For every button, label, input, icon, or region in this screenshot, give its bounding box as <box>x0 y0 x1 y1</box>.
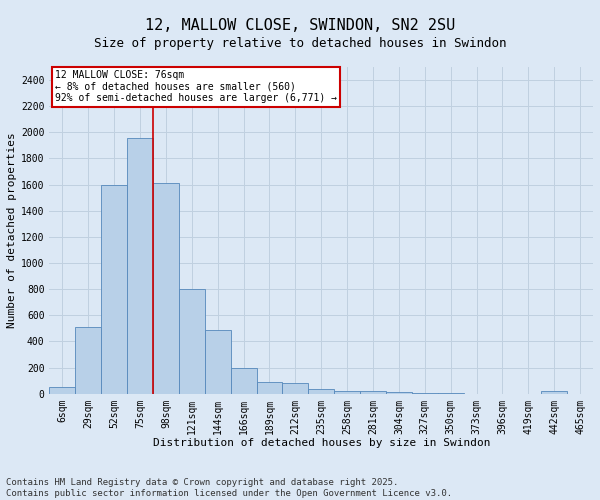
Bar <box>283 384 308 394</box>
Bar <box>541 391 567 394</box>
Text: 12 MALLOW CLOSE: 76sqm
← 8% of detached houses are smaller (560)
92% of semi-det: 12 MALLOW CLOSE: 76sqm ← 8% of detached … <box>55 70 337 103</box>
Y-axis label: Number of detached properties: Number of detached properties <box>7 132 17 328</box>
Bar <box>76 327 101 394</box>
Bar <box>205 330 230 394</box>
Bar <box>230 368 257 394</box>
Text: Contains HM Land Registry data © Crown copyright and database right 2025.
Contai: Contains HM Land Registry data © Crown c… <box>6 478 452 498</box>
Bar <box>179 289 205 394</box>
Bar <box>308 389 334 394</box>
Bar <box>153 184 179 394</box>
Bar <box>334 391 360 394</box>
Bar <box>49 387 76 394</box>
Bar <box>412 393 438 394</box>
Bar <box>257 382 283 394</box>
X-axis label: Distribution of detached houses by size in Swindon: Distribution of detached houses by size … <box>152 438 490 448</box>
Bar <box>127 138 153 394</box>
Bar <box>360 391 386 394</box>
Bar <box>386 392 412 394</box>
Bar <box>101 184 127 394</box>
Text: Size of property relative to detached houses in Swindon: Size of property relative to detached ho… <box>94 38 506 51</box>
Text: 12, MALLOW CLOSE, SWINDON, SN2 2SU: 12, MALLOW CLOSE, SWINDON, SN2 2SU <box>145 18 455 32</box>
